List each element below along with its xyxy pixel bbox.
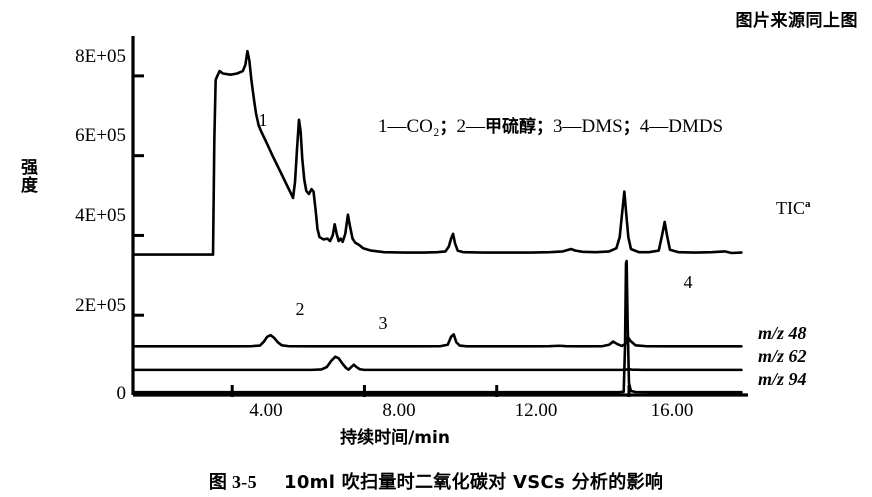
trace-label-tic-text: TIC bbox=[776, 198, 805, 218]
trace-label-tic-superscript: a bbox=[805, 198, 811, 210]
y-tick-label: 0 bbox=[116, 383, 127, 404]
x-tick-label: 4.00 bbox=[249, 400, 283, 421]
y-tick-label: 8E+05 bbox=[75, 46, 126, 67]
x-tick-label: 12.00 bbox=[514, 400, 558, 421]
legend-separator: ； bbox=[536, 117, 554, 137]
trace-m-z-94 bbox=[131, 259, 743, 394]
chromatogram-svg bbox=[131, 36, 748, 397]
y-axis-title: 强度 bbox=[17, 158, 37, 194]
legend-name-4: DMDS bbox=[668, 116, 724, 137]
legend-number-2: 2 bbox=[456, 116, 467, 137]
legend-name-3: DMS bbox=[581, 116, 623, 137]
data-series-group bbox=[131, 49, 743, 394]
legend-number-3: 3 bbox=[553, 116, 563, 137]
trace-m-z-62 bbox=[131, 355, 743, 372]
peak-label-4: 4 bbox=[683, 272, 693, 292]
legend-name-2: 甲硫醇 bbox=[485, 117, 537, 137]
trace-label-mz94: m/z 94 bbox=[758, 369, 807, 390]
legend-item-1: 1—CO₂ bbox=[378, 116, 440, 137]
x-tick-label: 8.00 bbox=[382, 400, 416, 421]
trace-label-tic: TICa bbox=[776, 198, 811, 219]
chart-plot-area: 强度 8E+05 6E+05 4E+05 2E+05 0 4.00 8.00 1… bbox=[17, 0, 811, 450]
trace-label-mz48: m/z 48 bbox=[758, 323, 807, 344]
axes bbox=[131, 36, 748, 397]
legend-name-1: CO₂ bbox=[406, 116, 440, 137]
x-axis-title: 持续时间/min bbox=[340, 428, 450, 448]
y-axis-tick-marks bbox=[132, 74, 144, 317]
figure-caption: 图 3-5 10ml 吹扫量时二氧化碳对 VSCs 分析的影响 bbox=[209, 468, 663, 494]
figure-number: 图 3-5 bbox=[208, 472, 257, 492]
peak-label-3: 3 bbox=[378, 313, 388, 333]
y-tick-label: 4E+05 bbox=[75, 205, 126, 226]
trace-m-z-48 bbox=[131, 333, 743, 348]
source-note: 图片来源同上图 bbox=[735, 11, 858, 31]
legend: 1—CO₂；2—甲硫醇；3—DMS；4—DMDS bbox=[378, 112, 723, 138]
legend-item-2: 2—甲硫醇 bbox=[456, 116, 537, 137]
legend-separator: ； bbox=[439, 117, 457, 137]
trace-label-mz94-text: m/z 94 bbox=[758, 369, 807, 389]
x-tick-label: 16.00 bbox=[650, 400, 694, 421]
legend-item-3: 3—DMS bbox=[553, 116, 623, 137]
legend-number-1: 1 bbox=[378, 116, 388, 137]
peak-label-2: 2 bbox=[295, 299, 305, 319]
y-tick-label: 2E+05 bbox=[75, 295, 126, 316]
trace-label-mz62: m/z 62 bbox=[758, 346, 807, 367]
trace-label-mz48-text: m/z 48 bbox=[758, 323, 807, 343]
y-tick-label: 6E+05 bbox=[75, 125, 126, 146]
legend-separator: ； bbox=[622, 117, 640, 137]
figure-caption-text: 10ml 吹扫量时二氧化碳对 VSCs 分析的影响 bbox=[284, 472, 664, 493]
legend-item-4: 4—DMDS bbox=[639, 116, 724, 137]
trace-tic bbox=[131, 49, 743, 256]
trace-label-mz62-text: m/z 62 bbox=[758, 346, 807, 366]
legend-number-4: 4 bbox=[639, 116, 650, 137]
y-axis-tick-labels: 8E+05 6E+05 4E+05 2E+05 0 bbox=[52, 0, 126, 450]
peak-label-1: 1 bbox=[258, 110, 268, 130]
